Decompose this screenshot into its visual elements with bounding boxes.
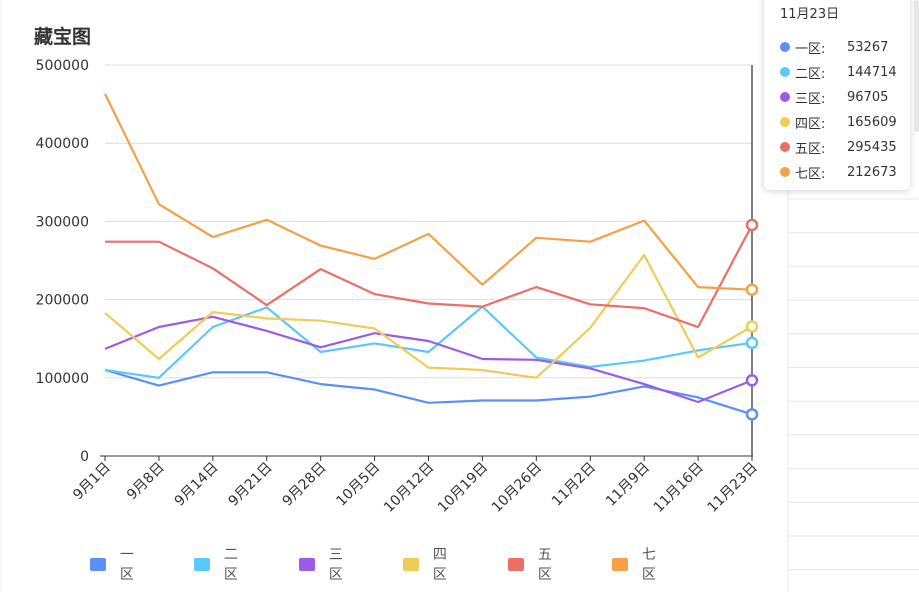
data-point xyxy=(745,218,759,232)
series-line xyxy=(104,315,753,404)
x-tick-label: 9月21日 xyxy=(226,460,276,510)
tooltip-row: 七区: 212673 xyxy=(780,163,897,182)
tooltip-value: 165609 xyxy=(847,114,897,130)
x-tick-label: 11月16日 xyxy=(651,460,707,516)
x-tick-label: 10月19日 xyxy=(435,460,491,516)
tooltip-dot xyxy=(780,92,790,102)
tooltip-series-name: 五区: xyxy=(795,141,826,157)
legend-label: 三区 xyxy=(328,547,343,583)
tooltip-dot xyxy=(780,142,790,152)
legend-swatch xyxy=(508,557,524,571)
x-tick-label: 9月1日 xyxy=(70,460,114,504)
x-tick-label: 9月8日 xyxy=(124,460,168,504)
x-tick-label: 11月9日 xyxy=(603,460,653,510)
legend-label: 二区 xyxy=(223,547,238,583)
tooltip-dot xyxy=(780,67,790,77)
legend-item-zone7[interactable]: 七区 xyxy=(612,547,662,583)
tooltip-row: 五区: 295435 xyxy=(780,138,897,157)
y-tick-label: 200000 xyxy=(36,293,89,309)
series-line xyxy=(105,224,753,329)
x-tick-label: 11月2日 xyxy=(549,460,599,510)
tooltip-row: 一区: 53267 xyxy=(780,38,889,57)
tooltip-value: 96705 xyxy=(847,89,889,105)
series-line xyxy=(104,253,753,379)
y-tick-label: 100000 xyxy=(36,371,89,387)
legend-swatch xyxy=(90,557,106,571)
legend-item-zone5[interactable]: 五区 xyxy=(508,547,558,583)
tooltip-dot xyxy=(780,167,790,177)
legend-label: 七区 xyxy=(641,547,656,583)
y-tick-label: 0 xyxy=(80,449,89,465)
x-tick-label: 10月12日 xyxy=(381,460,437,516)
tooltip-series-name: 四区: xyxy=(795,116,826,132)
series-line xyxy=(104,93,753,291)
tooltip-series-name: 七区: xyxy=(795,166,826,182)
legend-item-zone1[interactable]: 一区 xyxy=(90,547,140,583)
x-tick-label: 10月5日 xyxy=(333,460,383,510)
tooltip-row: 三区: 96705 xyxy=(780,88,889,107)
legend-swatch xyxy=(403,557,419,571)
legend-item-zone4[interactable]: 四区 xyxy=(403,547,453,583)
series-line xyxy=(104,368,753,416)
legend-swatch xyxy=(612,557,628,571)
tooltip-value: 53267 xyxy=(847,39,889,55)
x-tick-label: 9月14日 xyxy=(172,460,222,510)
legend-item-zone3[interactable]: 三区 xyxy=(299,547,349,583)
tooltip: 11月23日 一区: 53267 二区: 144714 三区: 96705 四区… xyxy=(764,0,910,190)
tooltip-value: 295435 xyxy=(847,139,897,155)
x-tick-label: 10月26日 xyxy=(489,460,545,516)
y-tick-label: 400000 xyxy=(36,136,89,152)
legend-label: 五区 xyxy=(537,547,552,583)
tooltip-series-name: 一区: xyxy=(795,41,826,57)
data-point xyxy=(745,408,759,421)
y-tick-label: 500000 xyxy=(36,58,89,74)
legend-swatch xyxy=(299,557,315,571)
tooltip-row: 二区: 144714 xyxy=(780,63,897,82)
y-tick-label: 300000 xyxy=(36,214,89,230)
legend-label: 四区 xyxy=(432,547,447,583)
data-point xyxy=(745,320,759,333)
x-tick-label: 11月23日 xyxy=(705,460,761,516)
series-line xyxy=(104,305,753,379)
legend-item-zone2[interactable]: 二区 xyxy=(194,547,244,583)
tooltip-value: 212673 xyxy=(847,164,897,180)
x-tick-label: 9月28日 xyxy=(279,460,329,510)
scrollbar[interactable] xyxy=(914,0,919,132)
legend-label: 一区 xyxy=(119,547,134,583)
tooltip-series-name: 二区: xyxy=(795,66,826,82)
tooltip-dot xyxy=(780,42,790,52)
legend-swatch xyxy=(194,557,210,571)
data-point xyxy=(745,283,759,296)
tooltip-value: 144714 xyxy=(847,64,897,80)
tooltip-dot xyxy=(780,117,790,127)
tooltip-series-name: 三区: xyxy=(795,91,826,107)
chart-title: 藏宝图 xyxy=(34,26,92,48)
tooltip-title: 11月23日 xyxy=(780,7,840,22)
data-point xyxy=(745,336,759,350)
tooltip-row: 四区: 165609 xyxy=(780,113,897,132)
data-point xyxy=(745,374,759,387)
